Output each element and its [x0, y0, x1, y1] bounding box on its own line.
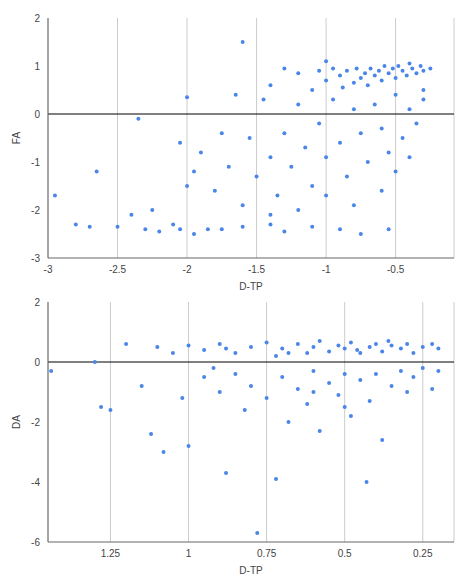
svg-text:1: 1: [186, 548, 192, 559]
svg-text:-3: -3: [44, 264, 53, 275]
svg-text:2: 2: [34, 13, 40, 24]
svg-text:-2.5: -2.5: [109, 264, 127, 275]
svg-text:FA: FA: [11, 132, 22, 145]
svg-text:-1: -1: [31, 157, 40, 168]
svg-text:0.75: 0.75: [257, 548, 277, 559]
svg-text:-4: -4: [31, 477, 40, 488]
svg-text:-2: -2: [31, 417, 40, 428]
svg-text:0: 0: [34, 357, 40, 368]
svg-text:DA: DA: [11, 415, 22, 429]
svg-text:0.25: 0.25: [413, 548, 433, 559]
svg-text:-6: -6: [31, 537, 40, 548]
svg-text:-2: -2: [183, 264, 192, 275]
svg-text:D-TP: D-TP: [239, 565, 263, 576]
svg-text:-3: -3: [31, 253, 40, 264]
svg-text:1.25: 1.25: [101, 548, 121, 559]
svg-text:0: 0: [34, 109, 40, 120]
svg-text:-1.5: -1.5: [248, 264, 266, 275]
svg-text:2: 2: [34, 297, 40, 308]
svg-text:-0.5: -0.5: [387, 264, 405, 275]
svg-text:-1: -1: [322, 264, 331, 275]
svg-text:0.5: 0.5: [338, 548, 352, 559]
svg-text:-2: -2: [31, 205, 40, 216]
svg-text:D-TP: D-TP: [239, 281, 263, 292]
svg-text:1: 1: [34, 61, 40, 72]
